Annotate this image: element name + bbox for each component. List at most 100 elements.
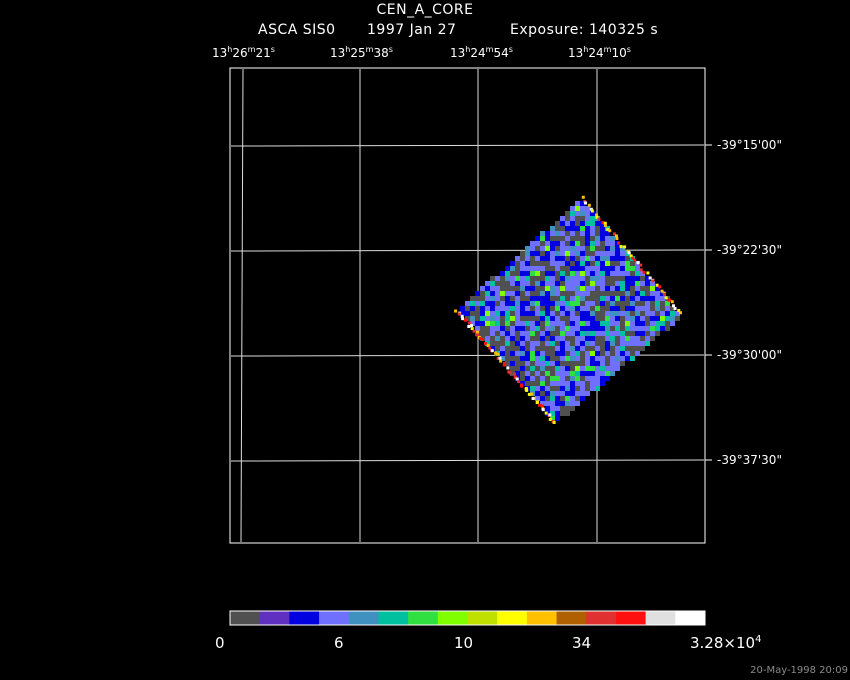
image-pixel — [505, 341, 510, 346]
image-pixel — [630, 306, 635, 311]
image-pixel — [600, 231, 605, 236]
image-pixel — [555, 366, 560, 371]
image-pixel — [555, 241, 560, 246]
image-pixel — [560, 291, 565, 296]
image-pixel — [565, 371, 570, 376]
image-pixel — [535, 256, 540, 261]
image-pixel — [620, 341, 625, 346]
image-pixel — [555, 271, 560, 276]
image-pixel — [610, 286, 615, 291]
image-pixel — [575, 381, 580, 386]
image-pixel — [565, 291, 570, 296]
image-pixel — [585, 241, 590, 246]
image-pixel — [490, 316, 495, 321]
image-pixel — [525, 291, 530, 296]
image-pixel — [545, 341, 550, 346]
image-pixel — [660, 301, 665, 306]
image-pixel — [550, 336, 555, 341]
colorbar-swatch — [467, 611, 498, 625]
image-pixel — [525, 286, 530, 291]
edge-pixel — [617, 241, 621, 245]
image-pixel — [515, 256, 520, 261]
image-pixel — [605, 291, 610, 296]
image-pixel — [525, 326, 530, 331]
image-pixel — [495, 326, 500, 331]
edge-pixel — [655, 283, 659, 287]
image-pixel — [585, 251, 590, 256]
image-pixel — [550, 401, 555, 406]
image-pixel — [620, 276, 625, 281]
image-pixel — [515, 341, 520, 346]
image-pixel — [545, 386, 550, 391]
image-pixel — [590, 266, 595, 271]
image-pixel — [500, 356, 505, 361]
image-pixel — [540, 366, 545, 371]
image-pixel — [565, 306, 570, 311]
image-pixel — [575, 236, 580, 241]
image-pixel — [590, 286, 595, 291]
image-pixel — [660, 291, 665, 296]
image-pixel — [575, 346, 580, 351]
image-pixel — [525, 346, 530, 351]
image-pixel — [615, 296, 620, 301]
image-pixel — [475, 306, 480, 311]
image-pixel — [545, 236, 550, 241]
image-pixel — [600, 261, 605, 266]
image-pixel — [480, 291, 485, 296]
edge-pixel — [619, 245, 623, 249]
image-pixel — [590, 241, 595, 246]
image-pixel — [540, 301, 545, 306]
image-pixel — [545, 261, 550, 266]
image-pixel — [570, 241, 575, 246]
image-pixel — [650, 301, 655, 306]
image-pixel — [630, 291, 635, 296]
image-pixel — [575, 296, 580, 301]
image-pixel — [660, 316, 665, 321]
edge-pixel — [603, 223, 607, 227]
image-pixel — [500, 311, 505, 316]
image-pixel — [525, 306, 530, 311]
image-pixel — [520, 341, 525, 346]
image-pixel — [575, 376, 580, 381]
edge-pixel — [548, 413, 552, 417]
image-pixel — [565, 231, 570, 236]
image-pixel — [585, 306, 590, 311]
image-pixel — [600, 301, 605, 306]
image-pixel — [540, 396, 545, 401]
image-pixel — [540, 386, 545, 391]
image-pixel — [635, 276, 640, 281]
image-pixel — [590, 281, 595, 286]
image-pixel — [625, 326, 630, 331]
image-pixel — [625, 261, 630, 266]
image-pixel — [515, 291, 520, 296]
image-pixel — [590, 326, 595, 331]
image-pixel — [570, 301, 575, 306]
image-pixel — [625, 346, 630, 351]
image-pixel — [535, 291, 540, 296]
image-pixel — [590, 251, 595, 256]
image-pixel — [645, 296, 650, 301]
image-pixel — [650, 281, 655, 286]
image-pixel — [520, 321, 525, 326]
image-pixel — [605, 306, 610, 311]
image-pixel — [505, 321, 510, 326]
image-pixel — [590, 356, 595, 361]
image-pixel — [610, 266, 615, 271]
image-pixel — [545, 396, 550, 401]
image-pixel — [570, 401, 575, 406]
image-pixel — [510, 296, 515, 301]
colorbar-label: 0 — [215, 634, 225, 652]
image-pixel — [565, 296, 570, 301]
image-pixel — [605, 241, 610, 246]
edge-pixel — [478, 336, 482, 340]
image-pixel — [525, 256, 530, 261]
image-pixel — [530, 241, 535, 246]
image-pixel — [610, 271, 615, 276]
image-pixel — [630, 296, 635, 301]
image-pixel — [550, 231, 555, 236]
image-pixel — [585, 246, 590, 251]
image-pixel — [635, 321, 640, 326]
image-pixel — [660, 326, 665, 331]
image-pixel — [585, 341, 590, 346]
image-pixel — [485, 316, 490, 321]
